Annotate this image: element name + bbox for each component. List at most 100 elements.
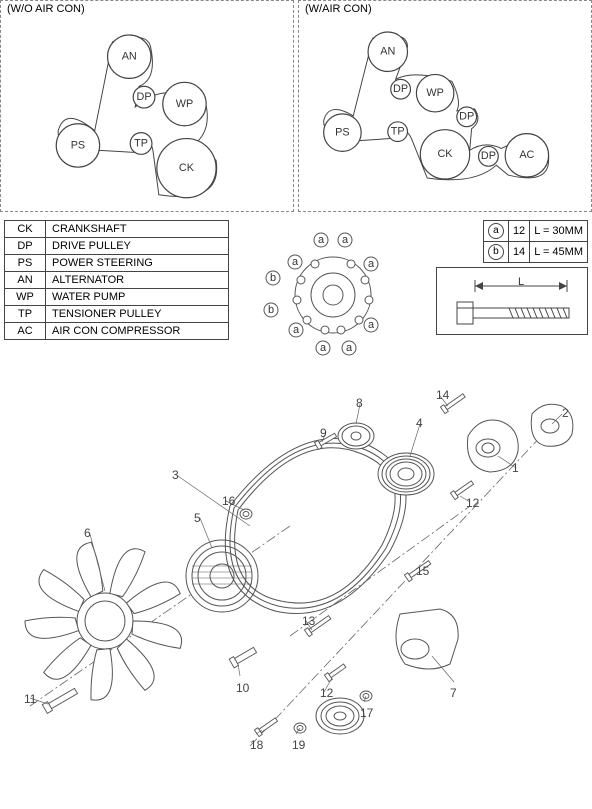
legend-row: CKCRANKSHAFT <box>5 221 229 238</box>
hub-bolt-pattern-diagram: a a b a a b a a a a <box>229 220 433 370</box>
diagram-label: (W/AIR CON) <box>305 3 372 15</box>
svg-text:PS: PS <box>71 139 85 151</box>
legend-code: DP <box>5 238 46 255</box>
callout-13: 13 <box>302 614 315 628</box>
bolt-len: L = 45MM <box>530 242 588 263</box>
bolt-10 <box>229 646 257 668</box>
svg-text:CK: CK <box>179 162 195 174</box>
svg-text:a: a <box>318 234 325 246</box>
belt-diagram-with-ac: (W/AIR CON) ANDPWPDPPSTPCKDPAC <box>298 0 592 212</box>
bolt-len: L = 30MM <box>530 221 588 242</box>
svg-text:a: a <box>346 342 353 354</box>
tensioner-assembly <box>396 609 458 669</box>
legend-code: PS <box>5 255 46 272</box>
callout-4: 4 <box>416 416 423 430</box>
svg-text:DP: DP <box>137 91 152 103</box>
callout-10: 10 <box>236 681 249 695</box>
callout-8: 8 <box>356 396 363 410</box>
bolt-spec-table: a12L = 30MMb14L = 45MM <box>483 220 588 263</box>
nut-16 <box>240 509 252 519</box>
legend-name: ALTERNATOR <box>46 272 229 289</box>
pulley-legend-table: CKCRANKSHAFTDPDRIVE PULLEYPSPOWER STEERI… <box>4 220 229 340</box>
legend-name: POWER STEERING <box>46 255 229 272</box>
legend-name: WATER PUMP <box>46 289 229 306</box>
svg-text:L: L <box>518 276 524 288</box>
callout-5: 5 <box>194 511 201 525</box>
bolt-mark: a <box>483 221 508 242</box>
bolt-qty: 14 <box>508 242 529 263</box>
legend-name: CRANKSHAFT <box>46 221 229 238</box>
svg-text:AN: AN <box>380 46 395 58</box>
svg-text:a: a <box>368 319 375 331</box>
svg-text:TP: TP <box>391 126 405 138</box>
svg-text:DP: DP <box>393 83 408 95</box>
legend-row: TPTENSIONER PULLEY <box>5 306 229 323</box>
callout-19: 19 <box>292 738 305 752</box>
legend-row: ANALTERNATOR <box>5 272 229 289</box>
legend-row: ACAIR CON COMPRESSOR <box>5 323 229 340</box>
tensioner-pulley <box>316 698 364 734</box>
exploded-view: 1234567891011131415161718191212 <box>0 376 592 776</box>
svg-text:AN: AN <box>122 51 137 63</box>
callout-12_a: 12 <box>466 496 479 510</box>
bolt-row: a12L = 30MM <box>483 221 587 242</box>
pulley-layout-with-ac: ANDPWPDPPSTPCKDPAC <box>299 1 591 211</box>
callout-14: 14 <box>436 388 449 402</box>
exploded-svg <box>0 376 592 776</box>
callout-11: 11 <box>24 692 36 706</box>
svg-text:PS: PS <box>335 126 349 138</box>
callout-3: 3 <box>172 468 179 482</box>
legend-code: TP <box>5 306 46 323</box>
bolt-12b <box>324 662 347 681</box>
callout-18: 18 <box>250 738 263 752</box>
callout-1: 1 <box>512 461 519 475</box>
legend-code: AC <box>5 323 46 340</box>
svg-text:a: a <box>368 258 375 270</box>
callout-15: 15 <box>416 564 429 578</box>
svg-text:TP: TP <box>134 137 148 149</box>
legend-name: AIR CON COMPRESSOR <box>46 323 229 340</box>
callout-16: 16 <box>222 494 235 508</box>
pulley-layout-no-ac: AN DP WP PS TP CK <box>1 1 293 211</box>
legend-code: AN <box>5 272 46 289</box>
callout-7: 7 <box>450 686 457 700</box>
legend-name: DRIVE PULLEY <box>46 238 229 255</box>
idler-pulley <box>338 423 374 449</box>
svg-text:b: b <box>270 272 276 284</box>
svg-text:AC: AC <box>519 149 534 161</box>
legend-code: CK <box>5 221 46 238</box>
svg-text:a: a <box>342 234 349 246</box>
belt-diagram-without-ac: (W/O AIR CON) AN DP WP PS TP CK <box>0 0 294 212</box>
svg-text:DP: DP <box>459 111 474 123</box>
svg-text:a: a <box>320 342 327 354</box>
crank-pulley <box>378 453 434 495</box>
legend-row: WPWATER PUMP <box>5 289 229 306</box>
callout-12_b: 12 <box>320 686 333 700</box>
callout-2: 2 <box>562 406 569 420</box>
svg-text:WP: WP <box>176 98 193 110</box>
bolt-18 <box>254 716 278 736</box>
bolt-qty: 12 <box>508 221 529 242</box>
diagram-label: (W/O AIR CON) <box>7 3 85 15</box>
svg-text:a: a <box>292 256 299 268</box>
legend-table-wrap: CKCRANKSHAFTDPDRIVE PULLEYPSPOWER STEERI… <box>4 220 229 370</box>
svg-text:CK: CK <box>437 148 453 160</box>
legend-code: WP <box>5 289 46 306</box>
legend-name: TENSIONER PULLEY <box>46 306 229 323</box>
legend-row: DPDRIVE PULLEY <box>5 238 229 255</box>
callout-9: 9 <box>320 426 327 440</box>
bolt-11 <box>42 687 78 714</box>
bolt-row: b14L = 45MM <box>483 242 587 263</box>
fan-clutch <box>186 540 258 612</box>
legend-row: PSPOWER STEERING <box>5 255 229 272</box>
bolt-length-diagram: L <box>436 267 588 335</box>
svg-text:b: b <box>268 304 274 316</box>
callout-6: 6 <box>84 526 91 540</box>
drive-belt <box>225 439 406 614</box>
cooling-fan <box>25 542 182 700</box>
bolt-mark: b <box>483 242 508 263</box>
svg-text:a: a <box>293 324 300 336</box>
svg-text:DP: DP <box>481 150 496 162</box>
callout-17: 17 <box>360 706 373 720</box>
bolt-spec-wrap: a12L = 30MMb14L = 45MM L <box>433 220 588 370</box>
